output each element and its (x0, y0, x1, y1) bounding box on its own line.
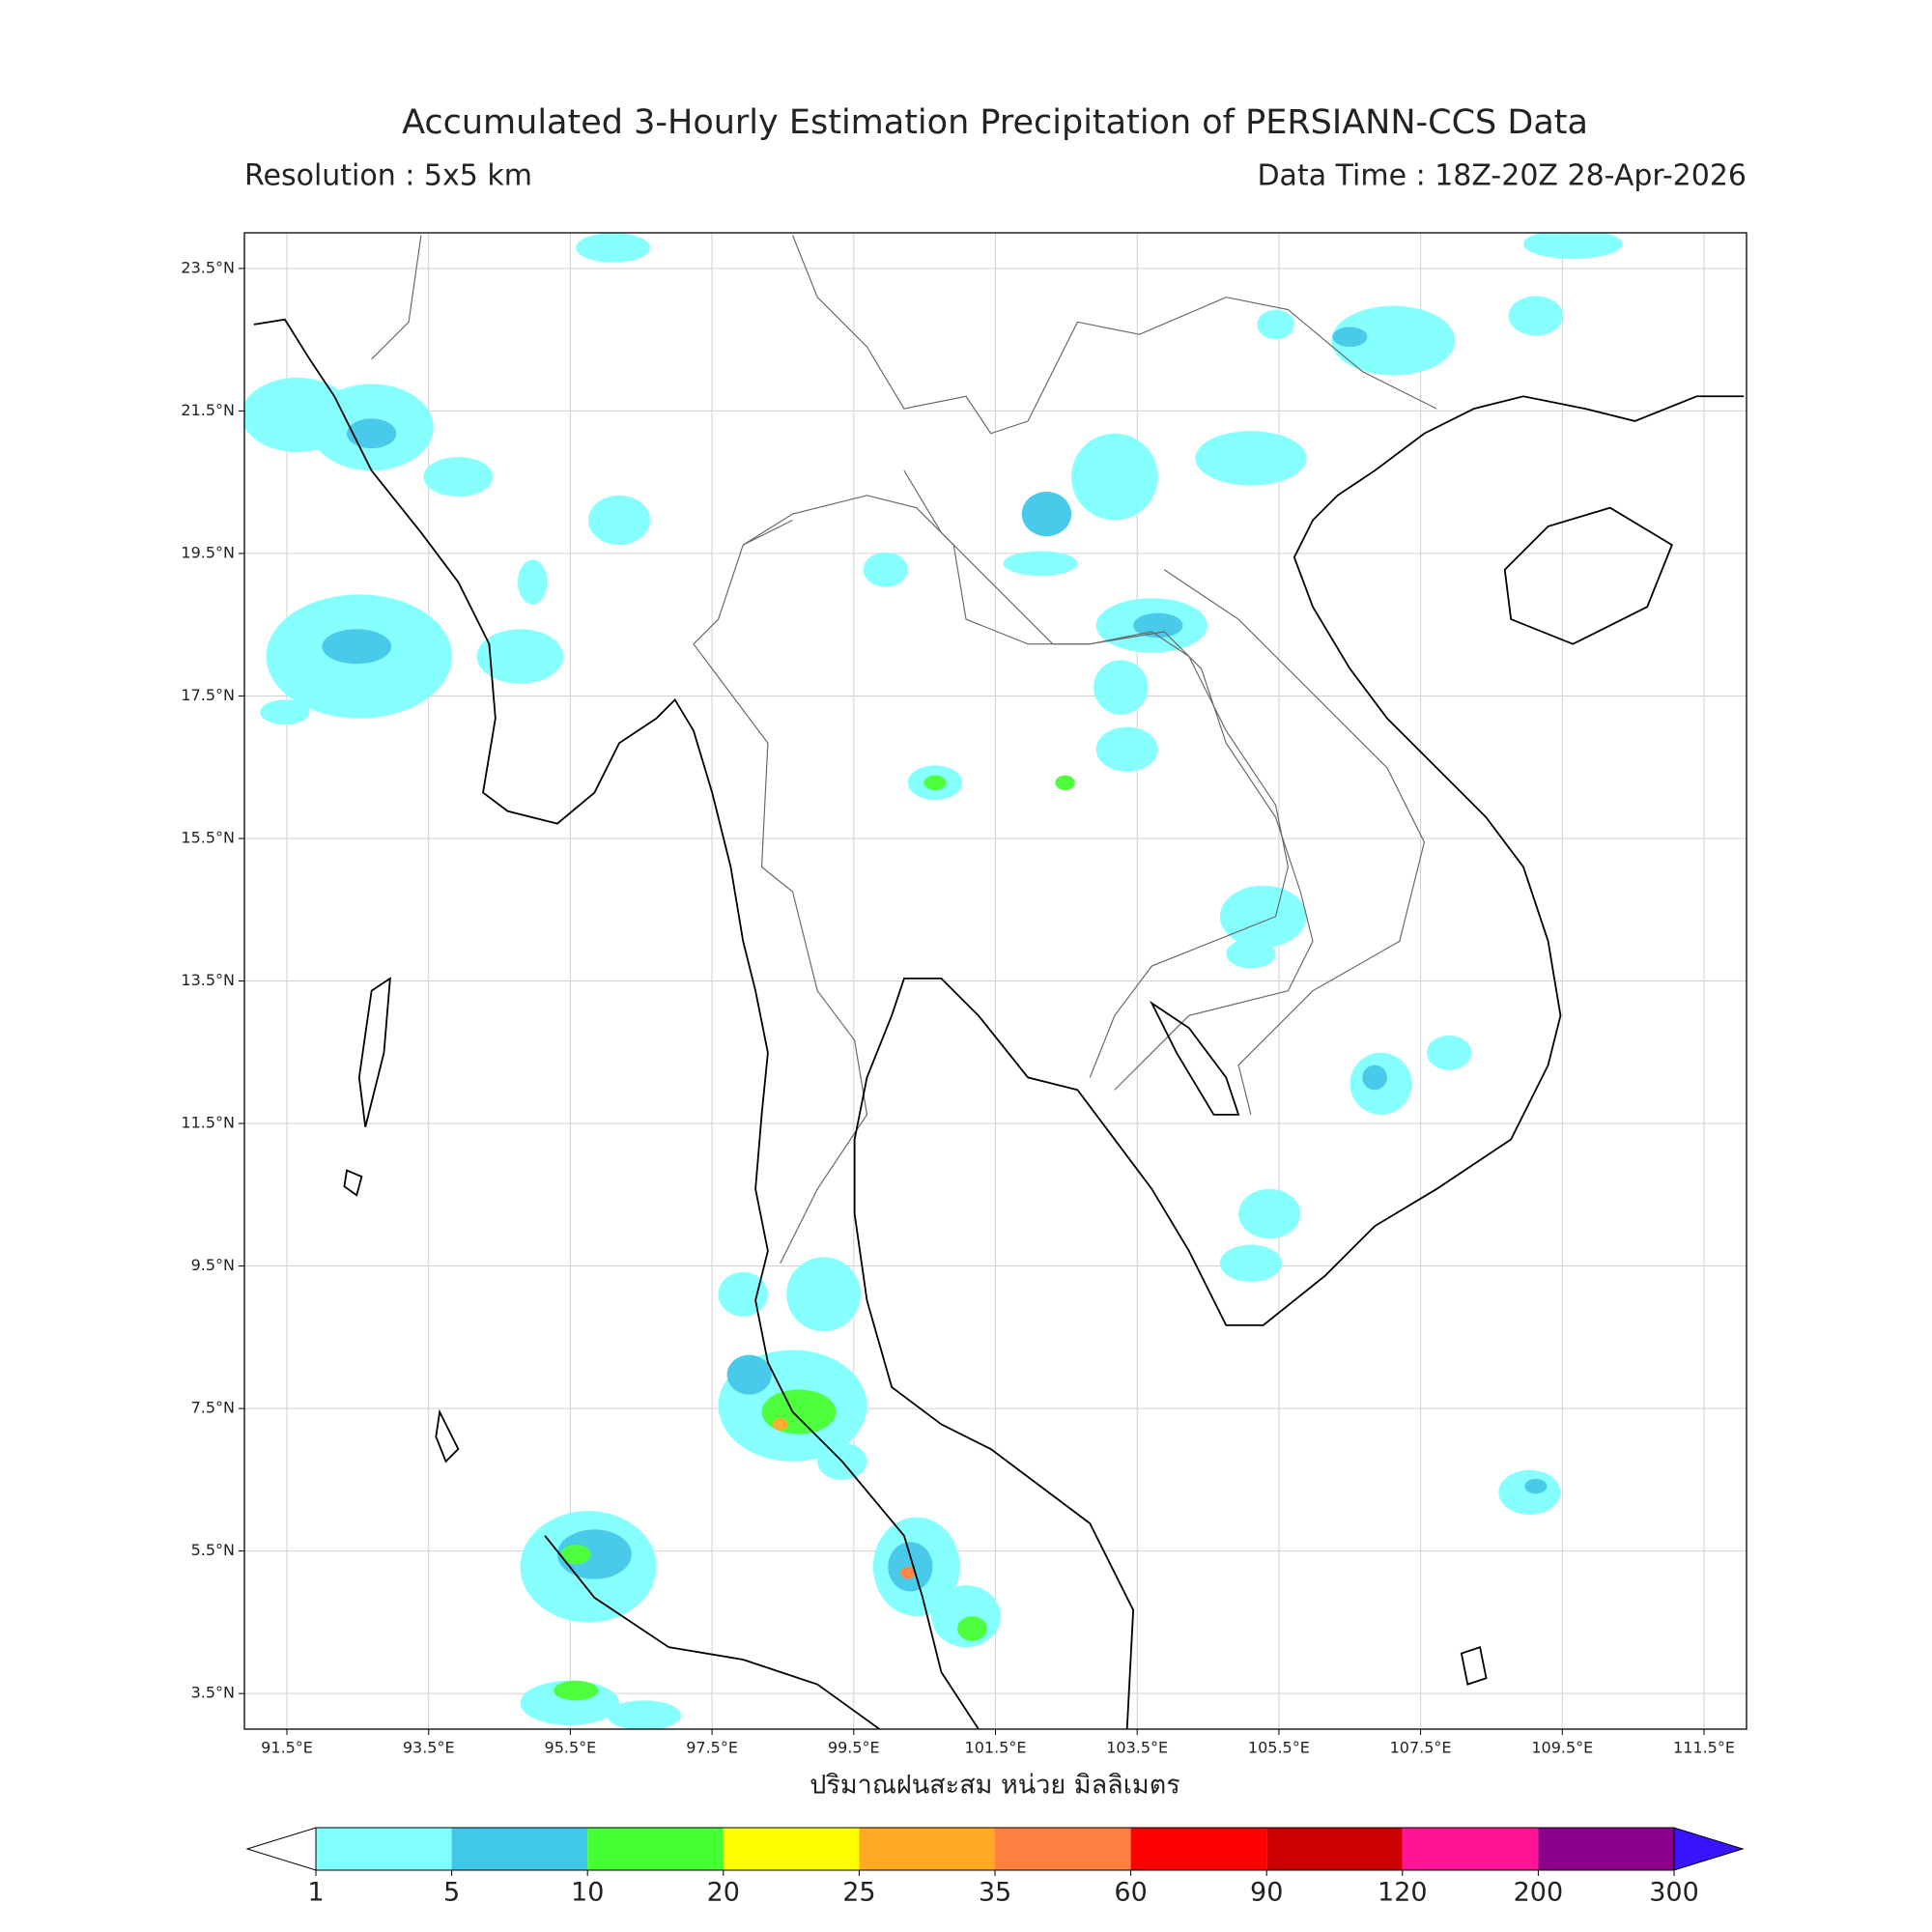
map (244, 233, 1745, 1729)
x-tick-label: 91.5°E (261, 1739, 313, 1757)
y-tick-label: 11.5°N (181, 1114, 235, 1132)
colorbar: 1 5 10 20 25 35 60 90 120 200 300 (245, 1827, 1745, 1908)
borders (371, 235, 1437, 1116)
x-tick-label: 99.5°E (828, 1739, 880, 1757)
y-tick-label: 15.5°N (181, 828, 235, 846)
colorbar-segment (316, 1828, 452, 1870)
x-tick-label: 107.5°E (1390, 1739, 1452, 1757)
colorbar-segment (1402, 1828, 1539, 1870)
x-tick-label: 109.5°E (1531, 1739, 1593, 1757)
thailand-border (742, 495, 1289, 1264)
y-tick-label: 17.5°N (181, 686, 235, 704)
colorbar-segment (723, 1828, 860, 1870)
y-tick-label: 5.5°N (191, 1541, 235, 1559)
colorbar-label: 300 (1649, 1878, 1699, 1908)
colorbar-segment (1130, 1828, 1267, 1870)
colorbar-segment (995, 1828, 1131, 1870)
colorbar-label: 120 (1378, 1878, 1428, 1908)
y-tick-label: 9.5°N (191, 1256, 235, 1274)
grid (244, 233, 1747, 1729)
y-tick-label: 7.5°N (191, 1399, 235, 1417)
colorbar-label: 10 (571, 1878, 604, 1908)
coastline (253, 318, 1745, 1729)
colorbar-over (1673, 1827, 1745, 1871)
colorbar-label: 90 (1250, 1878, 1283, 1908)
x-tick-label: 97.5°E (686, 1739, 738, 1757)
y-tick-label: 13.5°N (181, 971, 235, 989)
x-tick-label: 95.5°E (545, 1739, 597, 1757)
x-tick-label: 111.5°E (1673, 1739, 1735, 1757)
colorbar-label: 60 (1114, 1878, 1147, 1908)
title: Accumulated 3-Hourly Estimation Precipit… (402, 103, 1588, 142)
y-tick-label: 21.5°N (181, 401, 235, 419)
colorbar-segment (1538, 1828, 1674, 1870)
colorbar-segment (1266, 1828, 1403, 1870)
x-axis-label: ปริมาณฝนสะสม หน่วย มิลลิเมตร (810, 1771, 1180, 1801)
data-time: Data Time : 18Z-20Z 28-Apr-2026 (1257, 159, 1747, 193)
colorbar-label: 35 (979, 1878, 1011, 1908)
colorbar-segment (587, 1828, 724, 1870)
y-tick-label: 23.5°N (181, 258, 235, 276)
y-tick-label: 3.5°N (191, 1684, 235, 1702)
x-tick-label: 105.5°E (1248, 1739, 1310, 1757)
precipitation (244, 233, 1623, 1729)
colorbar-segment (859, 1828, 995, 1870)
x-tick-label: 93.5°E (403, 1739, 455, 1757)
y-tick-label: 19.5°N (181, 543, 235, 561)
ticks: 91.5°E 93.5°E 95.5°E 97.5°E 99.5°E 101.5°E 103… (181, 258, 1735, 1756)
colorbar-label: 5 (443, 1878, 460, 1908)
colorbar-label: 1 (307, 1878, 324, 1908)
colorbar-label: 25 (842, 1878, 875, 1908)
x-tick-label: 103.5°E (1106, 1739, 1168, 1757)
colorbar-label: 200 (1514, 1878, 1564, 1908)
x-tick-label: 101.5°E (965, 1739, 1027, 1757)
colorbar-label: 20 (707, 1878, 740, 1908)
colorbar-under (245, 1827, 317, 1871)
map-layer (244, 233, 1745, 1729)
colorbar-segment (451, 1828, 588, 1870)
resolution: Resolution : 5x5 km (244, 159, 532, 193)
